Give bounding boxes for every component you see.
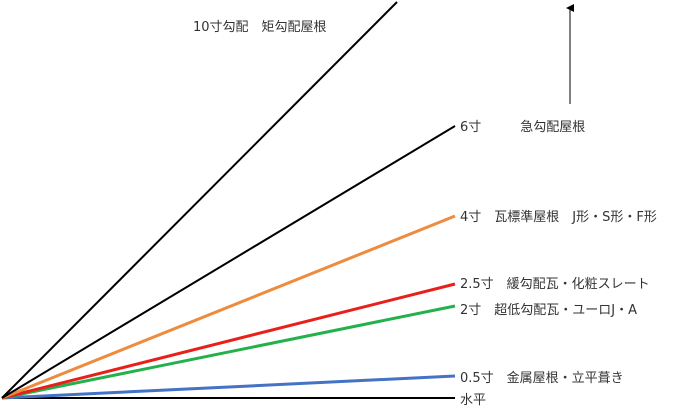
label-pitch-2: 2寸 超低勾配瓦・ユーロJ・A: [460, 303, 637, 318]
pitch-6-line: [1, 125, 456, 399]
label-horizontal: 水平: [460, 393, 486, 408]
label-pitch-10: 10寸勾配 矩勾配屋根: [193, 20, 327, 35]
label-pitch-4: 4寸 瓦標準屋根 J形・S形・F形: [460, 209, 657, 225]
pitch-2-line: [1, 304, 456, 400]
pitch-0-5-line: [1, 374, 456, 400]
pitch-10-line: [1, 1, 398, 399]
pitch-4-line: [1, 214, 456, 400]
label-pitch-6: 6寸 急勾配屋根: [460, 120, 585, 135]
label-pitch-0-5: 0.5寸 金属屋根・立平葺き: [460, 370, 624, 386]
label-pitch-2-5: 2.5寸 緩勾配瓦・化粧スレート: [460, 277, 650, 292]
pitch-2-5-line: [1, 282, 456, 400]
